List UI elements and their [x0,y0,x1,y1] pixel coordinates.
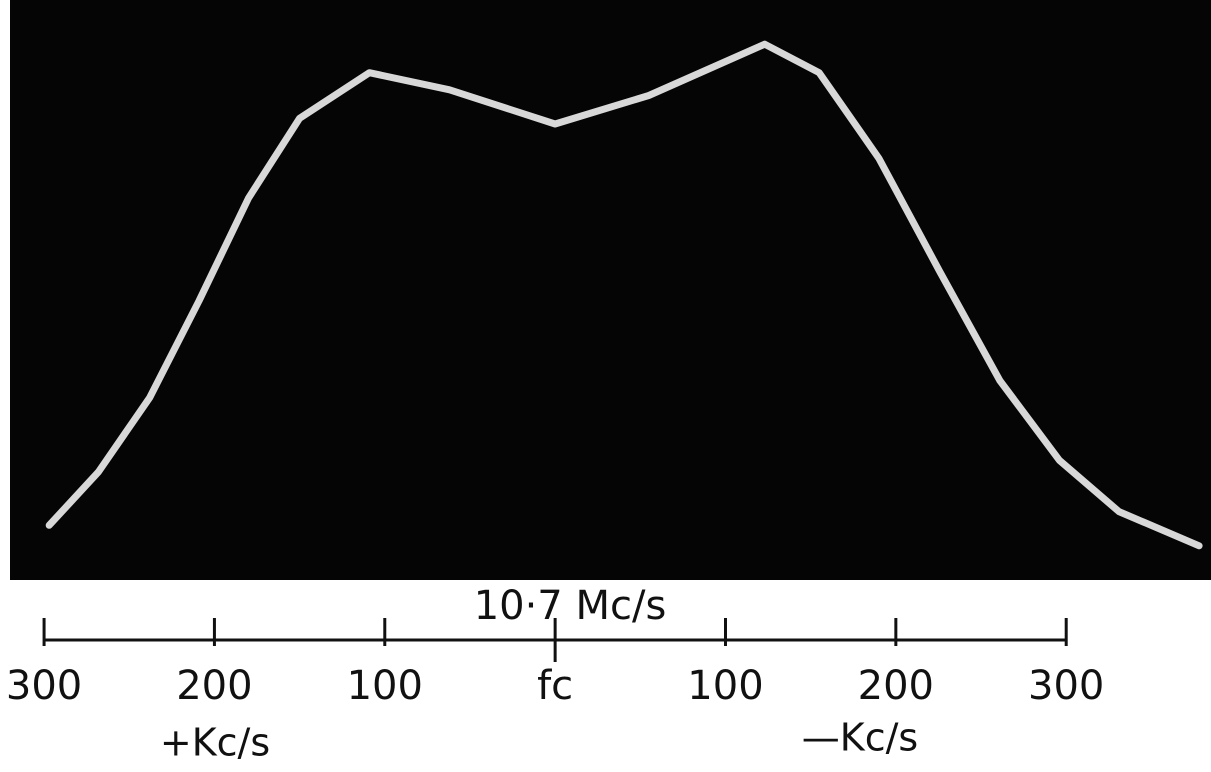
response-curve [45,40,1203,550]
x-tick-label: 100 [687,663,763,709]
x-tick-label: 300 [6,663,82,709]
right-unit: —Kc/s [802,716,918,760]
x-tick-label: 200 [176,663,252,709]
x-tick-label: 300 [1028,663,1104,709]
x-tick-label: 200 [858,663,934,709]
screen [10,0,1211,580]
annotation: 10·7 Mc/s [474,583,667,629]
left-unit: +Kc/s [160,721,270,765]
x-tick-label: fc [537,663,573,709]
x-tick-label: 100 [347,663,423,709]
